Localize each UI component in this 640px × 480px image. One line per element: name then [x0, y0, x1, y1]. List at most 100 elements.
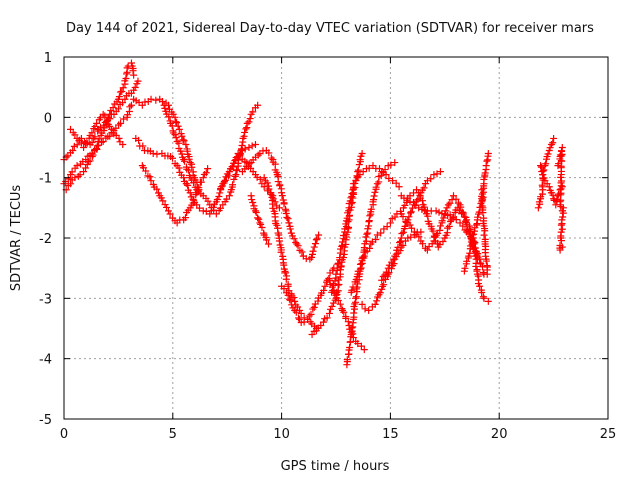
data-point — [175, 125, 183, 133]
data-point — [359, 168, 367, 176]
data-point — [286, 225, 294, 233]
data-point — [395, 183, 403, 191]
data-point — [81, 139, 89, 147]
series-track-j — [238, 147, 323, 263]
data-point — [367, 205, 375, 213]
data-point — [130, 71, 138, 79]
data-point — [193, 186, 201, 194]
data-point — [67, 180, 75, 188]
data-point — [285, 219, 293, 227]
data-point — [119, 140, 127, 148]
data-point — [384, 264, 392, 272]
data-point — [126, 103, 134, 111]
data-point — [216, 204, 224, 212]
data-point — [537, 162, 545, 170]
data-point — [343, 356, 351, 364]
data-point — [376, 289, 384, 297]
data-point — [184, 166, 192, 174]
data-point — [80, 168, 88, 176]
data-point — [169, 154, 177, 162]
data-point — [172, 134, 180, 142]
data-point — [257, 220, 265, 228]
data-point — [427, 175, 435, 183]
data-point — [344, 318, 352, 326]
data-point — [215, 193, 223, 201]
y-tick-label: -4 — [39, 353, 52, 368]
data-point — [406, 209, 414, 217]
data-point — [336, 254, 344, 262]
data-point — [292, 308, 300, 316]
data-point — [171, 113, 179, 121]
data-point — [134, 77, 142, 85]
series-track-d — [67, 110, 127, 151]
x-tick-label: 5 — [169, 427, 177, 442]
data-point — [93, 119, 101, 127]
data-point — [397, 237, 405, 245]
data-point — [174, 122, 182, 130]
data-point — [558, 144, 566, 151]
data-point — [408, 224, 416, 232]
data-point — [452, 195, 460, 203]
data-point — [248, 142, 256, 150]
data-point — [109, 104, 117, 112]
data-point — [160, 101, 168, 109]
data-point — [449, 214, 457, 222]
data-point — [398, 230, 406, 238]
data-point — [168, 122, 176, 130]
data-point — [118, 87, 126, 95]
data-point — [114, 105, 122, 113]
data-point — [284, 215, 292, 223]
data-point — [378, 276, 386, 284]
data-point — [76, 171, 84, 179]
data-point — [280, 285, 288, 293]
data-point — [406, 192, 414, 200]
data-point — [202, 169, 210, 177]
data-point — [64, 175, 72, 183]
data-point — [251, 207, 259, 215]
data-point — [371, 300, 379, 308]
data-point — [396, 239, 404, 247]
data-point — [382, 268, 390, 276]
data-point — [310, 303, 318, 311]
data-point — [106, 110, 114, 118]
data-point — [481, 227, 489, 235]
data-point — [462, 218, 470, 226]
data-point — [280, 200, 288, 208]
data-point — [461, 217, 469, 225]
data-point — [559, 209, 567, 217]
data-point — [535, 198, 543, 206]
data-point — [478, 186, 486, 194]
data-point — [373, 180, 381, 188]
y-axis-label: SDTVAR / TECUs — [9, 185, 24, 292]
data-point — [180, 137, 188, 145]
data-point — [93, 142, 101, 150]
data-point — [558, 243, 566, 251]
data-point — [232, 154, 240, 162]
data-point — [358, 300, 366, 308]
data-point — [284, 282, 292, 290]
data-point — [482, 257, 490, 265]
data-point — [365, 306, 373, 314]
data-point — [91, 123, 99, 131]
data-point — [127, 59, 135, 67]
data-point — [103, 117, 111, 125]
data-point — [366, 244, 374, 252]
data-point — [474, 213, 482, 221]
data-point — [387, 161, 395, 169]
data-point — [175, 164, 183, 172]
data-point — [325, 309, 333, 317]
data-point — [135, 136, 143, 144]
data-point — [480, 231, 488, 239]
data-point — [256, 219, 264, 227]
data-point — [127, 101, 135, 109]
data-point — [115, 93, 123, 101]
data-point — [190, 196, 198, 204]
data-point — [419, 240, 427, 248]
data-point — [360, 252, 368, 260]
data-point — [69, 147, 77, 155]
data-point — [245, 118, 253, 126]
data-point — [442, 207, 450, 215]
data-point — [206, 210, 214, 218]
data-point — [142, 167, 150, 175]
data-point — [106, 132, 114, 140]
